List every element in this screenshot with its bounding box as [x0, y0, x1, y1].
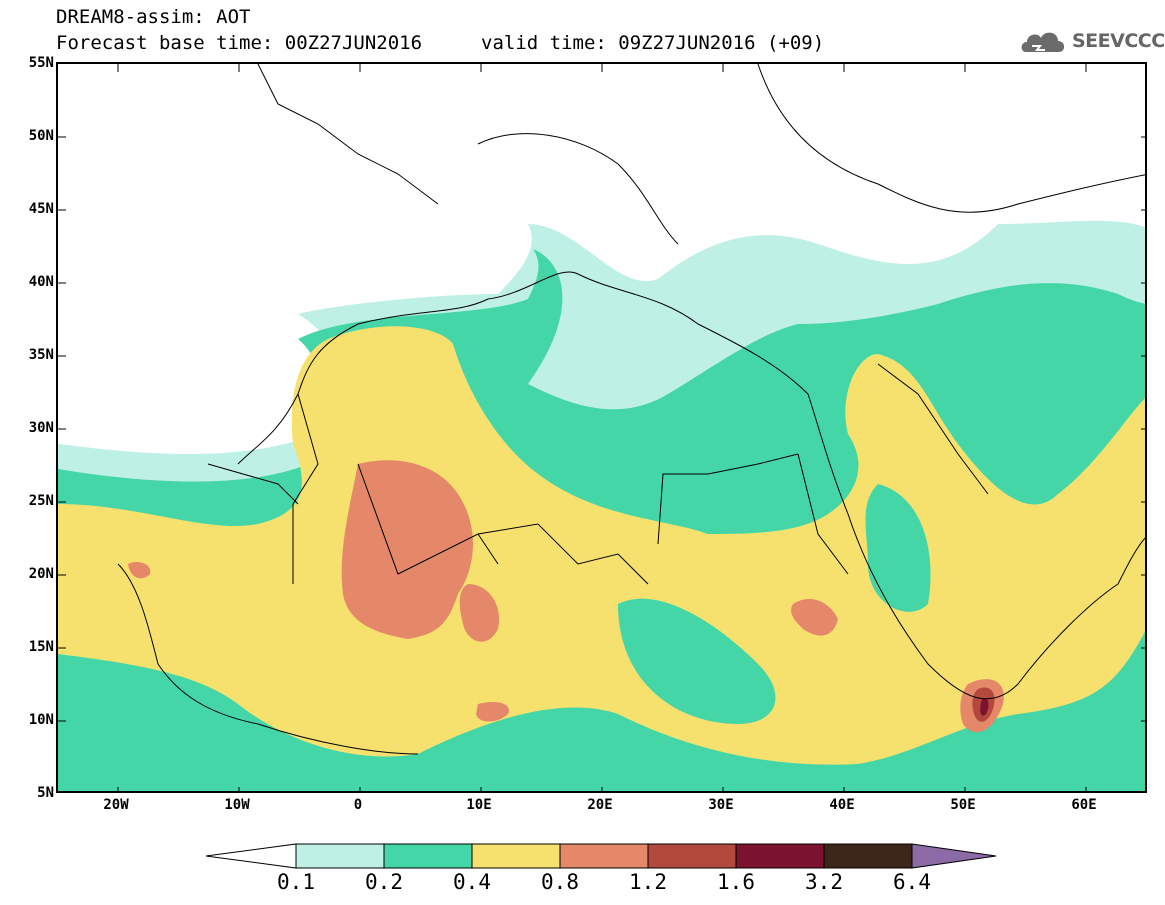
colorbar-min-arrow — [205, 843, 297, 869]
colorbar-swatch — [383, 843, 473, 869]
colorbar-swatch — [295, 843, 385, 869]
grid-ticks — [58, 64, 1145, 791]
lon-label: 60E — [1071, 797, 1097, 813]
colorbar-label: 6.4 — [893, 870, 931, 894]
lon-label: 30E — [708, 797, 734, 813]
aot-contour-0.8 — [341, 460, 473, 639]
lat-label: 20N — [28, 566, 54, 582]
lon-label: 20W — [103, 797, 129, 813]
lat-label: 35N — [28, 347, 54, 363]
aot-contour-0.2-inner — [618, 598, 776, 724]
aot-map — [58, 64, 1145, 791]
aot-contour-0.8-d — [128, 562, 151, 579]
colorbar-label: 3.2 — [805, 870, 843, 894]
colorbar-label: 0.2 — [365, 870, 403, 894]
lat-label: 5N — [37, 785, 54, 801]
aot-contour-0.8-e — [791, 599, 838, 636]
lon-label: 20E — [587, 797, 613, 813]
aot-contour-0.2-arabia — [865, 484, 931, 612]
aot-contour-1.6 — [980, 698, 989, 716]
aot-contour-0.8-c — [476, 702, 509, 722]
forecast-base-time: Forecast base time: 00Z27JUN2016 — [56, 32, 423, 54]
colorbar-label: 0.4 — [453, 870, 491, 894]
lon-label: 50E — [950, 797, 976, 813]
coastlines — [117, 64, 1145, 755]
colorbar-label: 0.8 — [541, 870, 579, 894]
cloud-icon — [1021, 32, 1065, 52]
colorbar-label: 0.1 — [277, 870, 315, 894]
colorbar-max-arrow — [911, 843, 997, 869]
lon-label: 10E — [466, 797, 492, 813]
colorbar-label: 1.6 — [717, 870, 755, 894]
lat-label: 25N — [28, 493, 54, 509]
map-panel — [56, 62, 1147, 793]
lat-label: 10N — [28, 712, 54, 728]
lon-label: 0 — [353, 797, 363, 813]
logo-text: SEEVCCC — [1072, 30, 1165, 52]
aot-contour-0.4 — [58, 326, 1145, 765]
lon-label: 40E — [829, 797, 855, 813]
lat-label: 15N — [28, 639, 54, 655]
lat-label: 45N — [28, 201, 54, 217]
seevccc-logo: SEEVCCC — [1018, 24, 1165, 58]
borders — [207, 363, 989, 585]
colorbar-swatch — [559, 843, 649, 869]
map-title: DREAM8-assim: AOT — [56, 6, 251, 28]
lon-label: 10W — [224, 797, 250, 813]
aot-contour-0.8-b — [459, 584, 499, 642]
lat-label: 40N — [28, 274, 54, 290]
colorbar-label: 1.2 — [629, 870, 667, 894]
lat-label: 30N — [28, 420, 54, 436]
colorbar-swatch — [647, 843, 737, 869]
colorbar-swatch — [823, 843, 913, 869]
colorbar-swatch — [735, 843, 825, 869]
lat-label: 55N — [28, 55, 54, 71]
valid-time: valid time: 09Z27JUN2016 (+09) — [481, 32, 825, 54]
colorbar-swatch — [471, 843, 561, 869]
lat-label: 50N — [28, 128, 54, 144]
colorbar — [205, 842, 1001, 874]
